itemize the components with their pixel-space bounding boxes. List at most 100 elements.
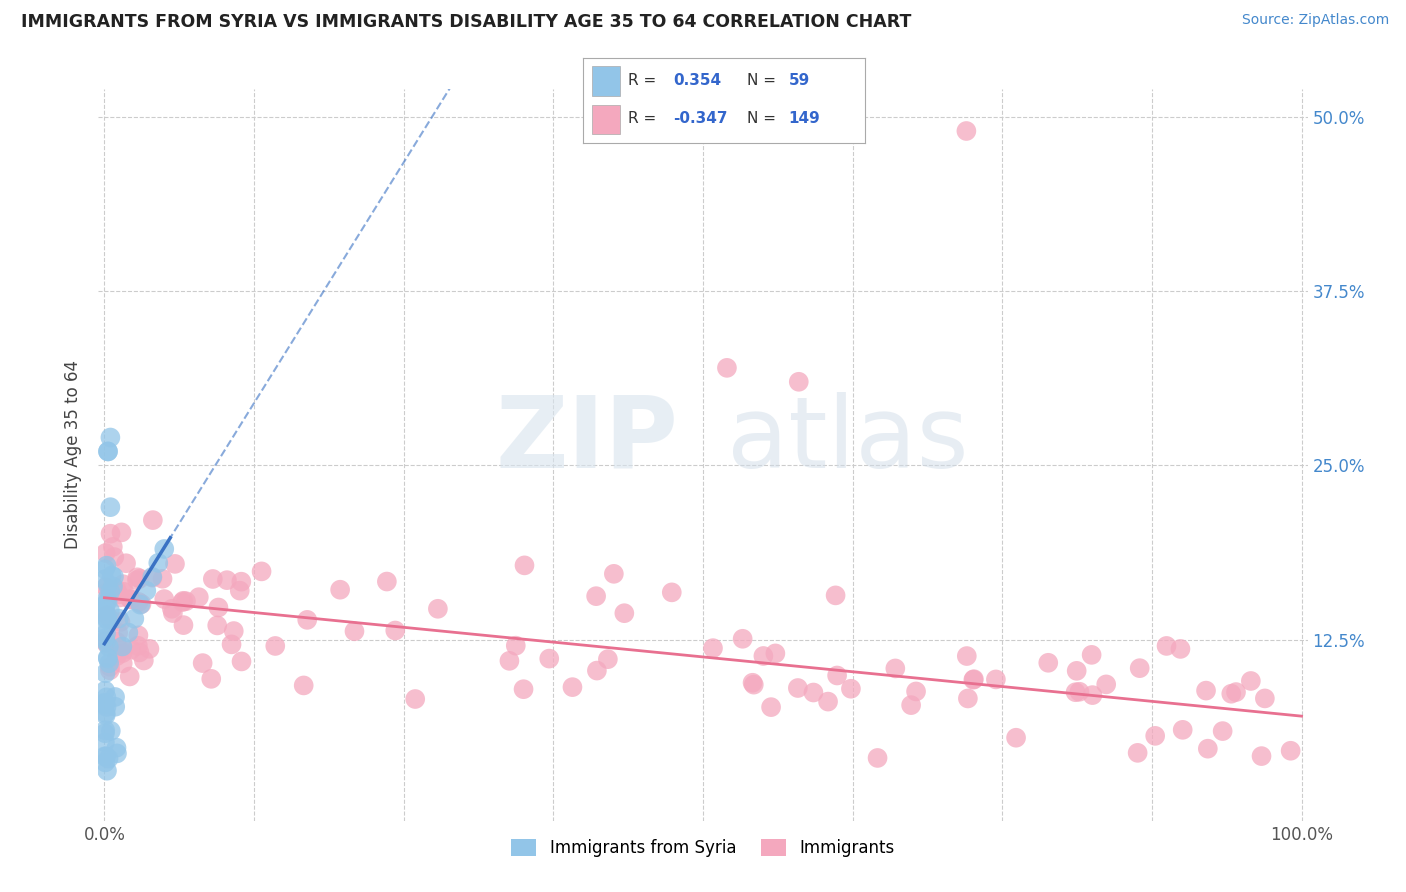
- Point: [956, 648, 979, 663]
- Point: [94, 749, 117, 764]
- Point: [763, 647, 786, 661]
- Text: -0.347: -0.347: [673, 112, 728, 127]
- Point: [124, 612, 146, 626]
- Point: [97, 751, 120, 765]
- Point: [752, 648, 775, 663]
- Point: [93, 572, 115, 586]
- Point: [201, 572, 224, 586]
- Point: [110, 525, 132, 540]
- Point: [96, 558, 118, 573]
- Point: [125, 573, 148, 587]
- Point: [741, 675, 763, 690]
- Point: [127, 639, 149, 653]
- Point: [98, 663, 121, 677]
- Point: [141, 571, 163, 585]
- Point: [191, 656, 214, 670]
- Point: [104, 690, 127, 704]
- Point: [962, 673, 984, 687]
- Point: [250, 565, 273, 579]
- Point: [97, 651, 120, 665]
- Point: [100, 723, 122, 738]
- Point: [97, 640, 120, 654]
- Point: [98, 656, 121, 670]
- Point: [93, 632, 115, 646]
- Point: [131, 597, 153, 611]
- Point: [404, 692, 426, 706]
- Point: [96, 591, 118, 606]
- Point: [110, 615, 132, 629]
- Point: [1144, 729, 1167, 743]
- Point: [174, 594, 197, 608]
- Point: [100, 568, 122, 582]
- Point: [498, 654, 520, 668]
- Text: R =: R =: [628, 112, 657, 127]
- Point: [94, 697, 117, 711]
- Point: [97, 444, 120, 458]
- Point: [1081, 688, 1104, 702]
- Point: [292, 678, 315, 692]
- Point: [115, 556, 138, 570]
- Point: [955, 124, 977, 138]
- Point: [107, 625, 129, 640]
- Point: [105, 740, 128, 755]
- Point: [120, 592, 142, 607]
- Point: [120, 642, 142, 657]
- Point: [112, 577, 135, 591]
- Point: [111, 657, 134, 671]
- Point: [105, 634, 128, 648]
- Point: [200, 672, 222, 686]
- Point: [1066, 664, 1088, 678]
- Point: [163, 557, 186, 571]
- Point: [825, 668, 848, 682]
- Point: [94, 708, 117, 723]
- Point: [343, 624, 366, 639]
- Point: [96, 690, 118, 705]
- Text: ZIP: ZIP: [496, 392, 679, 489]
- Point: [702, 641, 724, 656]
- Point: [187, 590, 209, 604]
- Point: [105, 648, 128, 663]
- Point: [103, 549, 125, 564]
- Point: [585, 589, 607, 603]
- Point: [905, 684, 928, 698]
- Point: [1212, 724, 1234, 739]
- Point: [1080, 648, 1102, 662]
- Point: [132, 653, 155, 667]
- Point: [98, 603, 121, 617]
- Point: [538, 651, 561, 665]
- Point: [231, 655, 253, 669]
- Point: [97, 585, 120, 599]
- Point: [111, 646, 134, 660]
- Point: [94, 735, 117, 749]
- Point: [105, 582, 128, 597]
- Point: [1170, 641, 1192, 656]
- Point: [110, 643, 132, 657]
- Point: [103, 570, 125, 584]
- Point: [222, 624, 245, 638]
- Point: [97, 613, 120, 627]
- Point: [207, 600, 229, 615]
- Point: [101, 540, 124, 554]
- Text: atlas: atlas: [727, 392, 969, 489]
- Point: [1171, 723, 1194, 737]
- Point: [900, 698, 922, 713]
- Point: [786, 681, 808, 695]
- Point: [716, 360, 738, 375]
- Point: [97, 578, 120, 592]
- Point: [1197, 741, 1219, 756]
- Point: [505, 639, 527, 653]
- Point: [104, 699, 127, 714]
- Point: [817, 695, 839, 709]
- Point: [128, 572, 150, 586]
- Legend: Immigrants from Syria, Immigrants: Immigrants from Syria, Immigrants: [505, 832, 901, 863]
- Point: [731, 632, 754, 646]
- Point: [1195, 683, 1218, 698]
- Point: [127, 570, 149, 584]
- Point: [94, 683, 117, 698]
- Point: [94, 756, 117, 770]
- Point: [375, 574, 398, 589]
- Point: [94, 562, 117, 576]
- Point: [513, 558, 536, 573]
- Point: [128, 645, 150, 659]
- Point: [153, 592, 176, 607]
